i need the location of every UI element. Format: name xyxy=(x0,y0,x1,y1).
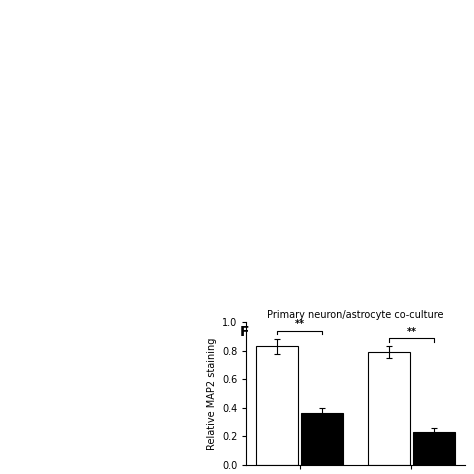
Text: **: ** xyxy=(295,319,305,329)
Title: Primary neuron/astrocyte co-culture: Primary neuron/astrocyte co-culture xyxy=(267,310,444,320)
Bar xyxy=(256,346,298,465)
Text: **: ** xyxy=(406,327,416,337)
Text: F: F xyxy=(239,325,249,339)
Bar xyxy=(413,432,455,465)
Bar xyxy=(301,413,343,465)
Y-axis label: Relative MAP2 staining: Relative MAP2 staining xyxy=(207,337,217,450)
Bar xyxy=(368,352,410,465)
